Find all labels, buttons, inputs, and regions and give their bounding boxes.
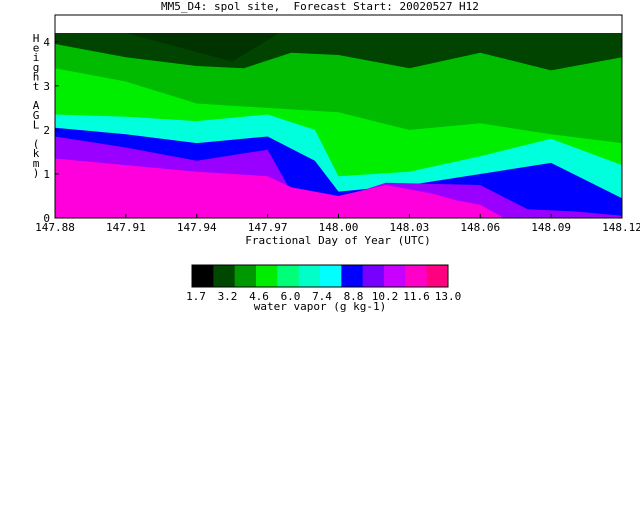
x-tick-label: 148.09 xyxy=(531,221,571,234)
y-axis-label-char: k xyxy=(33,147,40,160)
contour-fill-layer xyxy=(55,33,622,218)
y-axis-label-char: m xyxy=(33,157,40,170)
colorbar-swatch xyxy=(341,265,364,287)
y-axis-label-char: h xyxy=(33,70,40,83)
y-tick-label: 1 xyxy=(43,168,50,181)
colorbar-tick-label: 8.8 xyxy=(344,290,364,303)
colorbar-tick-label: 11.6 xyxy=(403,290,430,303)
x-tick-label: 148.03 xyxy=(390,221,430,234)
chart-title: MM5_D4: spol site, Forecast Start: 20020… xyxy=(161,0,479,13)
y-axis-label-char: i xyxy=(33,51,40,64)
colorbar-tick-label: 13.0 xyxy=(435,290,462,303)
y-axis-label-char: H xyxy=(33,32,40,45)
y-axis-label-char: ) xyxy=(33,166,40,179)
colorbar-tick-label: 4.6 xyxy=(249,290,269,303)
y-axis-label-char: e xyxy=(33,42,40,55)
x-tick-label: 147.91 xyxy=(106,221,146,234)
colorbar-border xyxy=(191,264,449,288)
x-tick-label: 147.88 xyxy=(35,221,75,234)
colorbar-swatch xyxy=(426,265,449,287)
colorbar-tick-label: 1.7 xyxy=(186,290,206,303)
colorbar-tick-label: 6.0 xyxy=(281,290,301,303)
colorbar: 1.7 3.2 4.6 6.0 7.4 8.8 10.2 11.6 13.0 xyxy=(186,264,462,303)
contour-band-driest xyxy=(125,33,280,62)
colorbar-tick-label: 7.4 xyxy=(312,290,332,303)
colorbar-swatch xyxy=(234,265,257,287)
x-axis-label: Fractional Day of Year (UTC) xyxy=(245,234,430,247)
y-tick-label: 3 xyxy=(43,80,50,93)
y-axis: 0 1 2 3 4 xyxy=(43,36,59,225)
y-axis-label-char: A xyxy=(33,99,40,112)
y-axis-label-char: G xyxy=(33,109,40,122)
y-tick-label: 0 xyxy=(43,212,50,225)
y-axis-label-char: ( xyxy=(33,138,40,151)
colorbar-tick-label: 3.2 xyxy=(218,290,238,303)
x-axis: 147.88 147.91 147.94 147.97 148.00 148.03 148.… xyxy=(35,214,640,234)
y-tick-label: 2 xyxy=(43,124,50,137)
colorbar-swatch xyxy=(277,265,300,287)
colorbar-swatch xyxy=(256,265,278,287)
y-axis-label-char: t xyxy=(33,80,40,93)
colorbar-swatch xyxy=(298,265,321,287)
y-tick-label: 4 xyxy=(43,36,50,49)
x-tick-label: 147.94 xyxy=(177,221,217,234)
y-axis-label-char: L xyxy=(33,118,40,131)
colorbar-swatch xyxy=(192,265,214,287)
colorbar-swatch xyxy=(213,265,236,287)
colorbar-swatch xyxy=(362,265,385,287)
colorbar-swatch xyxy=(320,265,342,287)
contour-band-10-2-11-6-above xyxy=(55,158,504,218)
colorbar-tick-label: 10.2 xyxy=(372,290,399,303)
x-tick-label: 148.12 xyxy=(602,221,640,234)
colorbar-swatch xyxy=(405,265,428,287)
colorbar-swatch xyxy=(384,265,406,287)
x-tick-label: 148.06 xyxy=(460,221,500,234)
x-tick-label: 147.97 xyxy=(248,221,288,234)
x-tick-label: 148.00 xyxy=(319,221,359,234)
y-axis-label-char: g xyxy=(33,61,40,74)
colorbar-label: water vapor (g kg-1) xyxy=(253,300,387,313)
